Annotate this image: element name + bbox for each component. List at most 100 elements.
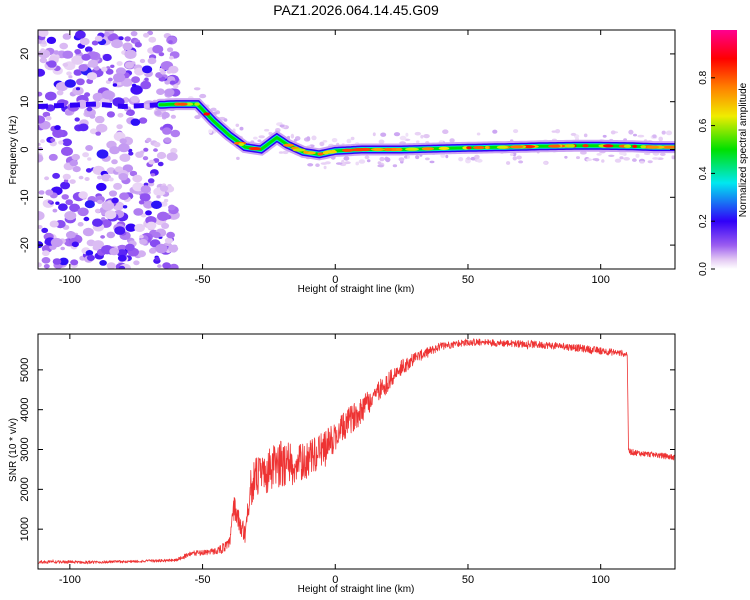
spectrogram-noise-cell <box>77 222 84 227</box>
spectrogram-noise-cell <box>154 256 160 261</box>
spectrogram-x-tick-label: 0 <box>332 274 338 286</box>
spectrogram-noise-cell <box>55 201 60 205</box>
spectrogram-noise-cell <box>119 192 130 200</box>
spectrogram-noise-cell <box>157 161 164 167</box>
spectrogram-noise-cell <box>153 148 158 152</box>
spectrogram-halo-cell <box>512 156 517 161</box>
spectrogram-noise-cell <box>68 75 73 79</box>
spectrogram-noise-cell <box>62 62 69 67</box>
spectrogram-halo-cell <box>307 163 314 167</box>
spectrogram-noise-cell <box>155 243 168 254</box>
spectrogram-halo-cell <box>635 153 640 158</box>
spectrogram-noise-cell <box>162 127 172 135</box>
spectrogram-noise-cell <box>60 246 65 251</box>
spectrogram-halo-cell <box>324 161 331 165</box>
spectrogram-noise-cell <box>146 137 152 143</box>
spectrogram-y-tick-label: -10 <box>19 189 31 205</box>
spectrogram-noise-cell <box>125 243 135 252</box>
spectrogram-peak-cell <box>548 144 561 148</box>
spectrogram-peak-cell <box>351 148 366 152</box>
spectrogram-halo-cell <box>564 155 568 159</box>
spectrogram-halo-cell <box>652 157 659 160</box>
spectrogram-noise-cell <box>82 152 89 158</box>
snr-x-label: Height of straight line (km) <box>298 584 415 595</box>
spectrogram-halo-cell <box>543 161 548 165</box>
spectrogram-noise-cell <box>138 117 148 124</box>
spectrogram-halo-cell <box>392 164 398 168</box>
spectrogram-noise-cell <box>116 61 123 66</box>
spectrogram-noise-cell <box>170 147 178 154</box>
spectrogram-noise-cell <box>97 175 103 180</box>
spectrogram-noise-cell <box>64 110 72 116</box>
spectrogram-noise-cell <box>94 115 105 124</box>
spectrogram-noise-cell <box>76 78 85 86</box>
spectrogram-noise-cell <box>152 44 164 54</box>
spectrogram-halo-cell <box>619 156 624 160</box>
spectrogram-noise-cell <box>170 114 176 119</box>
spectrogram-noise-cell <box>136 250 146 258</box>
spectrogram-noise-cell <box>131 76 141 84</box>
spectrogram-noise-cell <box>107 200 112 204</box>
snr-frame <box>37 333 676 570</box>
colorbar-tick-label: 0.2 <box>698 214 709 228</box>
spectrogram-noise-cell <box>38 225 43 229</box>
spectrogram-halo-cell <box>350 136 355 141</box>
spectrogram-noise-cell <box>45 104 56 112</box>
spectrogram-halo-cell <box>639 160 645 164</box>
spectrogram-noise-cell <box>85 250 94 256</box>
spectrogram-noise-cell <box>75 87 81 91</box>
spectrogram-noise-cell <box>38 115 46 124</box>
spectrogram-noise-cell <box>69 159 79 167</box>
spectrogram-noise-cell <box>112 83 118 87</box>
spectrogram-halo-cell <box>633 133 637 137</box>
spectrogram-noise-cell <box>64 211 77 221</box>
spectrogram-halo-cell <box>336 162 343 165</box>
spectrogram-noise-cell <box>139 234 144 239</box>
spectrogram-noise-cell <box>96 123 108 133</box>
spectrogram-halo-cell <box>208 129 213 134</box>
spectrogram-halo-cell <box>425 157 430 161</box>
spectrogram-noise-cell <box>133 260 140 266</box>
colorbar-tick-label: 0.8 <box>698 70 709 84</box>
spectrogram-peak-cell <box>331 149 336 153</box>
spectrogram-noise-cell <box>62 138 72 147</box>
spectrogram-noise-cell <box>134 223 146 233</box>
spectrogram-noise-cell <box>96 182 107 192</box>
spectrogram-noise-cell <box>108 177 114 182</box>
spectrogram-halo-cell <box>343 156 350 161</box>
spectrogram-noise-cell <box>53 50 60 55</box>
spectrogram-noise-cell <box>118 143 130 153</box>
spectrogram-noise-cell <box>69 203 81 212</box>
spectrogram-noise-cell <box>166 152 178 161</box>
spectrogram-noise-cell <box>92 240 104 250</box>
spectrogram-noise-cell <box>105 68 114 75</box>
spectrogram-noise-cell <box>69 179 76 185</box>
spectrogram-noise-cell <box>61 194 69 200</box>
spectrogram-halo-cell <box>465 158 471 164</box>
spectrogram-halo-cell <box>407 155 410 159</box>
spectrogram-noise-cell <box>158 52 165 57</box>
spectrogram-halo-cell <box>661 130 666 135</box>
spectrogram-noise-cell <box>45 91 57 101</box>
spectrogram-halo-cell <box>290 133 295 139</box>
spectrogram-noise-cell <box>38 142 41 147</box>
spectrogram-noise-cell <box>118 36 124 41</box>
spectrogram-noise-cell <box>38 49 51 59</box>
spectrogram-noise-cell <box>38 146 43 151</box>
spectrogram-noise-cell <box>84 200 95 209</box>
spectrogram-halo-cell <box>429 160 435 164</box>
spectrogram-halo-cell <box>415 155 420 160</box>
colorbar-label: Normalized spectral amplitude <box>738 82 749 217</box>
spectrogram-noise-cell <box>41 40 47 45</box>
spectrogram-noise-cell <box>124 36 131 42</box>
spectrogram-peak-cell <box>485 145 489 150</box>
spectrogram-halo-cell <box>658 136 663 142</box>
spectrogram-halo-cell <box>509 153 514 156</box>
spectrogram-x-tick-label: 100 <box>592 274 610 286</box>
snr-series-line <box>38 338 675 565</box>
spectrogram-noise-cell <box>160 201 168 207</box>
spectrogram-noise-cell <box>108 77 113 82</box>
spectrogram-halo-cell <box>323 165 327 170</box>
spectrogram-halo-cell <box>445 154 449 159</box>
spectrogram-y-tick-label: -20 <box>19 237 31 253</box>
